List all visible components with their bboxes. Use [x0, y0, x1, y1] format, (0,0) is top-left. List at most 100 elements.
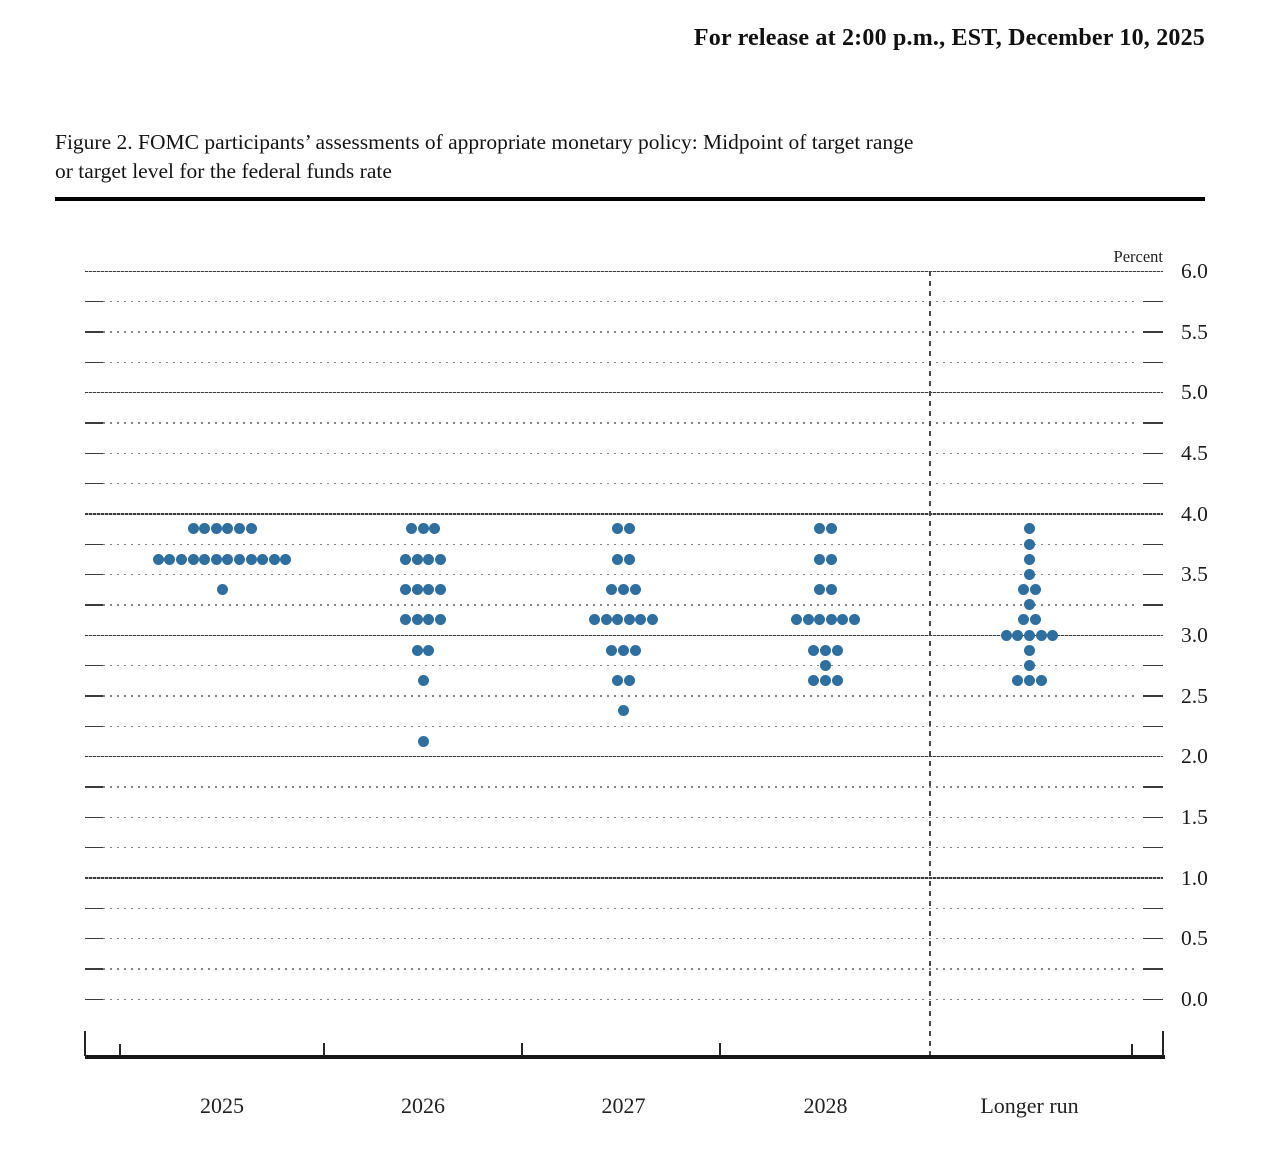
projection-dot: [1024, 675, 1035, 686]
projection-dot: [849, 614, 860, 626]
gridline-dots: [103, 664, 1139, 667]
gridline-major: [85, 270, 1163, 273]
figure-title: Figure 2. FOMC participants’ assessments…: [55, 128, 913, 186]
projection-dot: [423, 553, 435, 565]
gridline-tick: [85, 543, 103, 545]
projection-dot: [831, 644, 843, 656]
gridline-minor: [85, 543, 1163, 545]
projection-dot: [612, 675, 624, 686]
projection-dot: [417, 523, 429, 535]
y-tick-label: 3.0: [1181, 623, 1208, 647]
projection-dot: [423, 584, 435, 595]
projection-dot: [820, 659, 831, 671]
projection-dot: [606, 644, 618, 656]
section-divider-tick: [719, 1043, 721, 1056]
release-line: For release at 2:00 p.m., EST, December …: [693, 25, 1205, 51]
projection-dot: [629, 644, 641, 656]
gridline-tick: [85, 452, 103, 454]
projection-dot: [606, 584, 618, 595]
projection-dot: [280, 553, 292, 565]
gridline-tick: [85, 482, 103, 485]
gridline-dots: [103, 937, 1139, 940]
gridline-dots: [103, 452, 1139, 454]
gridline-tick: [85, 664, 103, 667]
projection-dot: [257, 553, 269, 565]
projection-dot: [1024, 523, 1035, 535]
projection-dot: [618, 705, 629, 717]
projection-dot: [814, 614, 826, 626]
projection-dot: [1024, 644, 1035, 656]
projection-dot: [1024, 538, 1035, 550]
projection-dot: [175, 553, 187, 565]
gridline-tick: [85, 361, 103, 363]
gridline-tick: [85, 695, 103, 697]
gridline-tick: [1143, 998, 1163, 1000]
gridline-major: [85, 391, 1163, 394]
projection-dot: [600, 614, 612, 626]
gridline-minor: [85, 300, 1163, 303]
gridline-minor: [85, 573, 1163, 576]
x-tick-label: 2026: [401, 1093, 445, 1118]
projection-dot: [417, 735, 429, 747]
projection-dot: [1012, 675, 1024, 686]
gridline-dots: [103, 968, 1139, 970]
projection-dot: [612, 553, 624, 565]
figure-title-line1: Figure 2. FOMC participants’ assessments…: [55, 130, 914, 154]
gridline-tick: [1143, 725, 1163, 727]
y-axis-unit-label: Percent: [1113, 247, 1163, 266]
y-tick-label: 1.5: [1181, 805, 1208, 829]
projection-dot: [1018, 614, 1030, 626]
gridline-tick: [1143, 331, 1163, 333]
gridline-tick: [1143, 786, 1163, 788]
projection-dot: [1024, 568, 1035, 580]
projection-dot: [825, 584, 837, 595]
projection-dot: [1024, 553, 1035, 565]
projection-dot: [434, 584, 446, 595]
gridline-dots: [103, 300, 1139, 303]
gridline-minor: [85, 422, 1163, 424]
x-axis-line: [85, 1055, 1165, 1059]
projection-dot: [434, 553, 446, 565]
projection-dot: [1029, 584, 1041, 595]
projection-dot: [808, 675, 820, 686]
projection-dot: [423, 644, 435, 656]
projection-dot: [199, 523, 211, 535]
projection-dot: [825, 523, 837, 535]
gridline-tick: [1143, 361, 1163, 363]
gridline-tick: [85, 300, 103, 303]
projection-dot: [245, 553, 257, 565]
projection-dot: [411, 584, 423, 595]
gridline-tick: [1143, 846, 1163, 849]
gridline-dots: [103, 482, 1139, 485]
y-tick-label: 4.0: [1181, 501, 1208, 526]
projection-dot: [623, 675, 635, 686]
projection-dot: [222, 523, 234, 535]
gridline-tick: [1143, 937, 1163, 940]
gridline-dots: [103, 816, 1139, 818]
gridline-tick: [85, 422, 103, 424]
gridline-tick: [85, 907, 103, 909]
y-tick-label: 0.0: [1181, 987, 1208, 1011]
projection-dot: [400, 553, 412, 565]
projection-dot: [233, 523, 245, 535]
gridline-major: [85, 634, 1163, 637]
x-tick-label: Longer run: [980, 1093, 1079, 1118]
gridline-dots: [103, 331, 1139, 333]
gridline-dots: [103, 604, 1139, 606]
axis-short-tick-right: [1131, 1044, 1133, 1056]
gridline-minor: [85, 907, 1163, 909]
gridline-dots: [103, 573, 1139, 576]
projection-dot: [152, 553, 164, 565]
gridline-minor: [85, 846, 1163, 849]
gridline-dots: [103, 543, 1139, 545]
projection-dot: [814, 553, 826, 565]
gridline-dots: [103, 907, 1139, 909]
longer-run-divider-line: [929, 271, 931, 1057]
y-tick-label: 6.0: [1181, 259, 1208, 283]
gridline-minor: [85, 452, 1163, 454]
projection-dot: [216, 584, 228, 595]
gridline-tick: [85, 786, 103, 788]
gridline-tick: [1143, 695, 1163, 697]
gridline-tick: [1143, 452, 1163, 454]
